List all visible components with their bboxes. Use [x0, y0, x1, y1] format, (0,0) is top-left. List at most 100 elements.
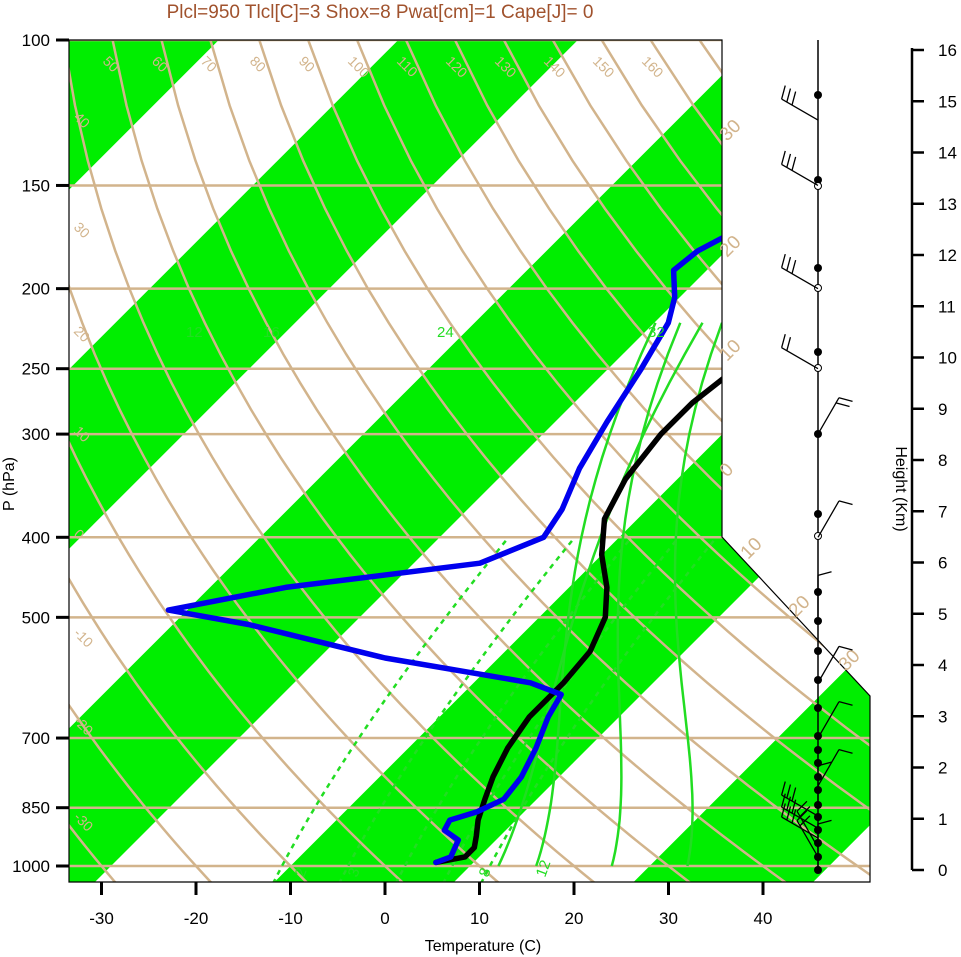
height-tick-label: 4: [938, 656, 947, 675]
dry-adiabat: [160, 40, 812, 882]
wind-barb-feather: [780, 334, 786, 348]
height-tick-label: 15: [938, 92, 957, 111]
wind-barb-shaft: [781, 98, 819, 121]
wind-barb-feather: [799, 806, 811, 817]
dewpoint-line: [165, 40, 870, 866]
dry-adiabat: [69, 40, 326, 882]
wind-barb-feather: [796, 810, 808, 822]
sounding-series: [165, 40, 870, 866]
pressure-tick-label: 700: [22, 729, 50, 748]
height-tick-label: 11: [938, 297, 956, 316]
pressure-tick-label: 300: [22, 425, 50, 444]
wind-barb-feather: [791, 809, 797, 824]
wind-barb-feather: [786, 256, 792, 271]
wind-barb-feather: [780, 253, 786, 268]
wind-barb-feather: [786, 806, 792, 821]
mixing-ratio-line: [441, 536, 680, 882]
height-tick-label: 5: [938, 605, 947, 624]
height-tick-label: 3: [938, 707, 947, 726]
wind-barb-feather: [838, 701, 853, 706]
dry-adiabat: [307, 40, 870, 882]
x-tick-label: 30: [659, 909, 678, 928]
wind-station-dot: [814, 746, 822, 754]
wind-barb-feather: [780, 85, 786, 100]
height-tick-label: 13: [938, 195, 957, 214]
wind-station-dot: [814, 348, 822, 356]
mixing-ratio-label: 12: [533, 858, 555, 879]
x-tick-label: 10: [470, 909, 489, 928]
wind-barb-shaft: [781, 267, 819, 290]
dry-adiabat: [69, 40, 521, 882]
pressure-axis: 100 150 200 250 300 400 500 700 850 1000: [12, 31, 69, 876]
pressure-tick-label: 1000: [12, 857, 50, 876]
isotherm-label: -10: [71, 625, 97, 651]
mixing-ratio-line: [479, 536, 718, 882]
wind-station-dot: [814, 91, 822, 99]
wind-barb-feather: [791, 787, 797, 802]
dry-adiabat: [69, 40, 132, 882]
wind-barb-shaft: [781, 347, 819, 370]
mixing-ratio-label: 16: [263, 324, 280, 341]
x-tick-label: 20: [565, 909, 584, 928]
height-tick-label: 12: [938, 246, 957, 265]
wind-barb-feather: [817, 571, 832, 576]
wind-barb-shaft: [781, 163, 819, 187]
plot-frame: [68, 39, 871, 883]
isotherm-label: 30: [71, 219, 93, 241]
mixing-ratio-line: [337, 536, 576, 882]
pressure-tick-label: 250: [22, 360, 50, 379]
x-axis-label: Temperature (C): [425, 938, 541, 955]
height-tick-label: 8: [938, 451, 947, 470]
y-axis-label: P (hPa): [1, 457, 18, 511]
pressure-tick-label: 850: [22, 799, 50, 818]
height-tick-label: 7: [938, 502, 947, 521]
pressure-tick-label: 150: [22, 176, 50, 195]
mixing-ratio-line: [394, 536, 633, 882]
wind-barb-feather: [780, 150, 786, 165]
wind-station-dot: [814, 704, 822, 712]
mixing-ratio-label: 12: [186, 324, 203, 341]
wind-barb-shaft: [781, 816, 819, 839]
wind-barb-column: [780, 40, 853, 874]
pressure-tick-label: 200: [22, 280, 50, 299]
wind-barb-feather: [835, 402, 850, 408]
wind-barb-feather: [780, 793, 786, 808]
x-tick-label: -10: [278, 909, 303, 928]
dry-adiabat: [355, 40, 870, 882]
wind-barb-feather: [780, 781, 786, 796]
mixing-ratio-label: 24: [437, 324, 454, 341]
wind-barb-feather: [786, 153, 792, 168]
wind-station-dot: [814, 510, 822, 518]
wind-station-dot: [814, 176, 822, 184]
height-tick-label: 6: [938, 554, 947, 573]
height-tick-label: 16: [938, 41, 957, 60]
height-tick-label: 2: [938, 759, 947, 778]
wind-barb-feather: [791, 91, 797, 106]
mixing-ratio-lines: [271, 536, 718, 882]
wind-barb-feather: [791, 799, 797, 814]
wind-barb-feather: [786, 88, 792, 103]
height-tick-label: 14: [938, 144, 957, 163]
isotherm-label: 150: [590, 53, 618, 81]
wind-barb-feather: [786, 337, 792, 351]
wind-barb-shaft: [817, 646, 840, 684]
wind-barb-shaft: [817, 397, 840, 435]
wind-barb-feather: [780, 803, 786, 818]
x-axis: -30 -20 -10 0 10 20 30 40: [89, 882, 772, 928]
wind-barb-feather: [817, 761, 832, 767]
chart-title: Plcl=950 Tlcl[C]=3 Shox=8 Pwat[cm]=1 Cap…: [167, 2, 594, 23]
wind-barb-shaft: [817, 500, 840, 538]
height-tick-label: 0: [938, 861, 947, 880]
pressure-tick-label: 100: [22, 31, 50, 50]
height-tick-label: 10: [938, 349, 957, 368]
height-axis-label: Height (Km): [892, 446, 909, 531]
moist-adiabat: [610, 322, 682, 867]
wind-station-dot: [814, 866, 822, 874]
x-tick-label: -30: [89, 909, 114, 928]
wind-station-dot: [814, 617, 822, 625]
wind-barb-shaft: [817, 701, 840, 739]
height-tick-label: 9: [938, 400, 947, 419]
wind-station-dot: [814, 647, 822, 655]
wind-barb-shaft: [781, 794, 819, 817]
wind-barb-shaft: [817, 749, 840, 787]
